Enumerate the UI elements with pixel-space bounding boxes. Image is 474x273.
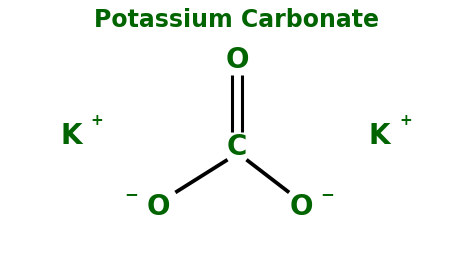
Text: O: O xyxy=(225,46,249,74)
Text: K: K xyxy=(60,123,82,150)
Text: O: O xyxy=(147,194,171,221)
Text: K: K xyxy=(368,123,390,150)
Text: C: C xyxy=(227,133,247,161)
Text: +: + xyxy=(399,113,411,127)
Text: +: + xyxy=(91,113,103,127)
Text: Potassium Carbonate: Potassium Carbonate xyxy=(94,8,380,32)
Text: −: − xyxy=(124,185,138,203)
Text: O: O xyxy=(289,194,313,221)
Text: −: − xyxy=(320,185,334,203)
